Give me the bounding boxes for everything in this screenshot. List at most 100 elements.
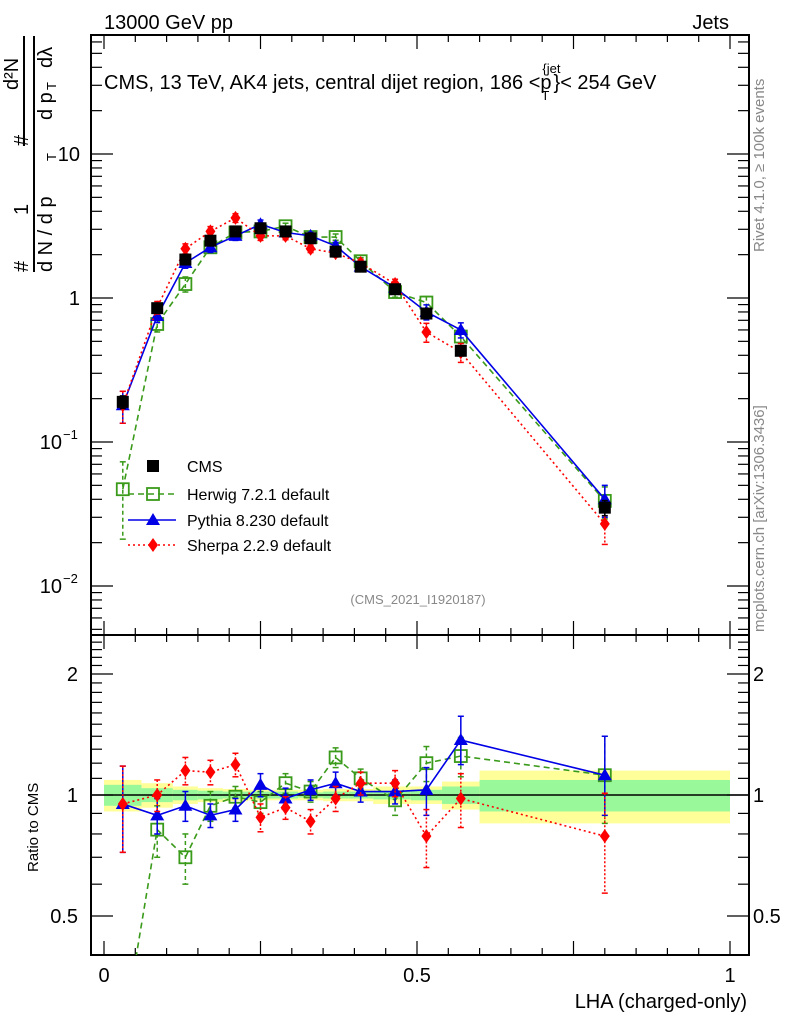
ylabel-lambda: dλ xyxy=(35,47,57,68)
sherpa-ratio-point xyxy=(599,829,610,844)
cms-main-point xyxy=(254,222,267,235)
header-left: 13000 GeV pp xyxy=(104,12,233,34)
sherpa-main-point xyxy=(599,516,610,531)
ylabel-num: d²N xyxy=(1,58,23,90)
analysis-id-annotation: (CMS_2021_I1920187) xyxy=(350,592,485,607)
herwig-ratio-point xyxy=(328,750,343,765)
cms-main-point xyxy=(354,260,367,273)
sherpa-ratio-point xyxy=(117,796,128,811)
cms-main-point xyxy=(420,307,433,320)
herwig-main-point xyxy=(115,482,130,497)
ylabel-den-sub: T xyxy=(44,153,59,161)
legend-marker-sherpa xyxy=(148,538,158,552)
cms-main-point xyxy=(454,344,467,357)
pythia-main-point xyxy=(453,322,468,335)
herwig-ratio-point xyxy=(178,850,193,865)
plot-title: CMS, 13 TeV, AK4 jets, central dijet reg… xyxy=(104,61,657,103)
title-sup: {jet xyxy=(542,61,560,76)
ylabel-den: d N / d p xyxy=(35,196,57,272)
x-tick-label: 1 xyxy=(724,965,735,987)
sherpa-main-point xyxy=(230,210,241,225)
sherpa-ratio-point xyxy=(205,765,216,780)
main-y-tick-label: 10 xyxy=(40,432,62,454)
axes-frames xyxy=(90,34,750,956)
legend-marker-pythia xyxy=(146,513,160,525)
sherpa-ratio-point xyxy=(330,791,341,806)
ylabel-num-den: d p xyxy=(35,92,57,120)
x-tick-label: 0 xyxy=(98,965,109,987)
pythia-ratio-point xyxy=(353,784,368,797)
main-y-tick-exponent: −2 xyxy=(63,571,78,586)
cms-main-point xyxy=(279,225,292,238)
pythia-main-point xyxy=(597,492,612,505)
legend-item-pythia: Pythia 8.230 default xyxy=(128,513,329,530)
ratio-series-clipped xyxy=(115,715,612,955)
legend-item-sherpa: Sherpa 2.2.9 default xyxy=(128,538,332,555)
herwig-main-point xyxy=(178,277,193,291)
sherpa-ratio-point xyxy=(180,763,191,778)
legend-item-herwig: Herwig 7.2.1 default xyxy=(128,487,330,504)
sherpa-ratio-point xyxy=(305,814,316,829)
ratio-series xyxy=(115,715,612,955)
ylabel-one: 1 xyxy=(11,204,33,215)
ratio-y-tick-label: 0.5 xyxy=(50,906,78,928)
main-y-tick-label: 10 xyxy=(40,576,62,598)
cms-main-point xyxy=(389,283,402,296)
pythia-ratio-point xyxy=(419,782,434,795)
cms-main-point xyxy=(598,501,611,514)
cms-main-point xyxy=(204,234,217,247)
pythia-ratio-point xyxy=(328,776,343,789)
main-ylabel: # 1 d N / d p T # d²N d p T dλ xyxy=(1,36,59,272)
title-sub: T xyxy=(541,88,549,103)
rivet-label: Rivet 4.1.0, ≥ 100k events xyxy=(751,79,768,252)
sherpa-main-point xyxy=(421,325,432,340)
pythia-ratio-point xyxy=(253,777,268,790)
cms-main-point xyxy=(116,395,129,408)
main-series xyxy=(115,210,612,546)
pythia-ratio-point xyxy=(203,808,218,821)
sherpa-ratio-point xyxy=(455,791,466,806)
sherpa-ratio-point xyxy=(390,776,401,791)
legend-label-herwig: Herwig 7.2.1 default xyxy=(187,487,330,504)
cms-main-point xyxy=(151,302,164,315)
title-text: CMS, 13 TeV, AK4 jets, central dijet reg… xyxy=(104,72,657,94)
sherpa-ratio-line xyxy=(122,763,606,838)
legend-label-sherpa: Sherpa 2.2.9 default xyxy=(187,538,332,555)
pythia-ratio-point xyxy=(303,782,318,795)
cms-main-point xyxy=(329,245,342,258)
legend-marker-cms xyxy=(147,460,159,472)
sherpa-ratio-point xyxy=(355,776,366,791)
sherpa-ratio-point xyxy=(421,829,432,844)
legend-item-cms: CMS xyxy=(147,459,223,476)
title-suffix: }< 254 GeV xyxy=(554,72,658,94)
legend-label-cms: CMS xyxy=(187,459,223,476)
title-prefix: CMS, 13 TeV, AK4 jets, central dijet reg… xyxy=(104,72,540,94)
legend-marker-herwig xyxy=(146,487,160,501)
cms-main-point xyxy=(304,232,317,245)
main-y-tick-label: 10 xyxy=(58,144,80,166)
main-y-tick-label: 1 xyxy=(69,288,80,310)
ratio-y-tick-label: 1 xyxy=(67,785,78,807)
pythia-ratio-point xyxy=(178,798,193,811)
sherpa-ratio-point xyxy=(152,788,163,802)
sherpa-ratio-point xyxy=(280,800,291,815)
legend-label-pythia: Pythia 8.230 default xyxy=(187,513,329,530)
main-y-tick-exponent: −1 xyxy=(63,427,78,442)
ratio-y-tick-label-right: 0.5 xyxy=(753,906,781,928)
ratio-y-tick-label-right: 1 xyxy=(753,785,764,807)
pythia-ratio-point xyxy=(597,768,612,781)
title-pT: p xyxy=(540,72,551,94)
cms-main-point xyxy=(179,253,192,266)
pythia-main-point xyxy=(150,308,165,321)
ylabel-num-den-sub: T xyxy=(44,82,59,90)
sherpa-ratio-point xyxy=(255,810,266,825)
pythia-ratio-point xyxy=(388,784,403,797)
ylabel-hash: # xyxy=(11,260,33,272)
sherpa-main-point xyxy=(180,241,191,256)
sherpa-ratio-point xyxy=(230,757,241,772)
ratio-uncertainty-bands xyxy=(104,770,730,824)
cms-main-point xyxy=(229,225,242,238)
pythia-ratio-point xyxy=(453,733,468,746)
